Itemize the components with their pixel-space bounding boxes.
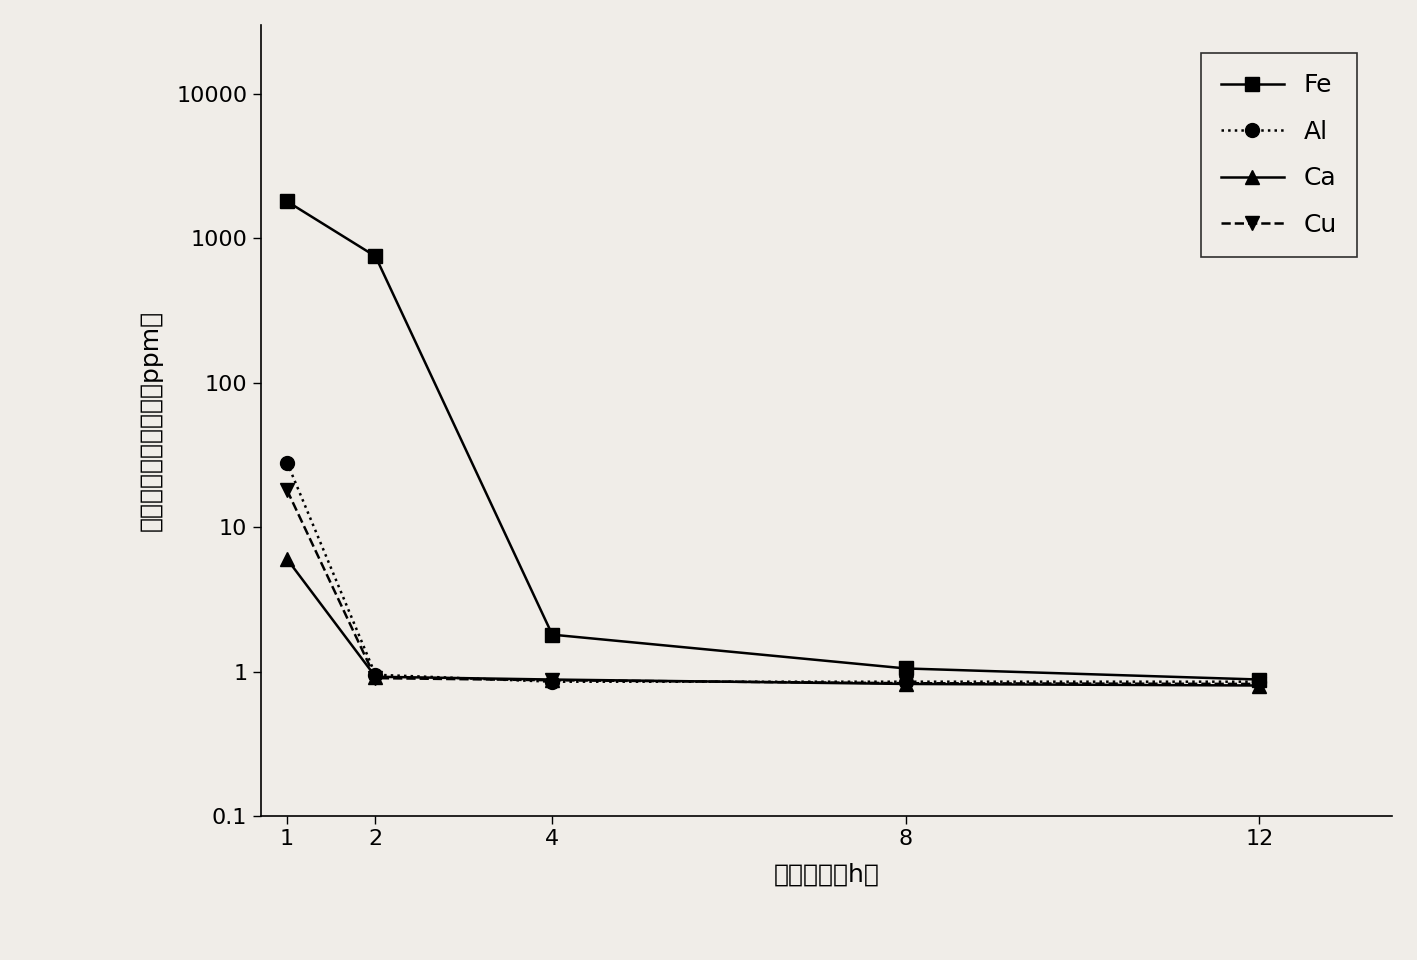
Legend: Fe, Al, Ca, Cu: Fe, Al, Ca, Cu xyxy=(1202,54,1357,257)
Fe xyxy=(367,251,384,262)
Cu xyxy=(279,485,296,496)
Al xyxy=(367,669,384,681)
Line: Al: Al xyxy=(281,456,1267,688)
Line: Fe: Fe xyxy=(281,195,1267,686)
Line: Cu: Cu xyxy=(281,483,1267,691)
Al xyxy=(279,457,296,468)
Ca xyxy=(1251,680,1268,691)
Y-axis label: 砥中杂质元素的含量（ppm）: 砥中杂质元素的含量（ppm） xyxy=(139,310,163,531)
Cu xyxy=(897,678,914,689)
Line: Ca: Ca xyxy=(281,552,1267,692)
Ca xyxy=(897,678,914,689)
Ca xyxy=(279,553,296,564)
Cu xyxy=(367,672,384,684)
Al xyxy=(544,676,561,687)
Fe xyxy=(544,629,561,640)
Cu xyxy=(544,675,561,686)
Fe xyxy=(279,196,296,207)
Al xyxy=(897,676,914,687)
Al xyxy=(1251,676,1268,687)
Fe xyxy=(897,662,914,674)
Ca xyxy=(544,674,561,685)
X-axis label: 反应时间（h）: 反应时间（h） xyxy=(774,863,879,887)
Fe xyxy=(1251,674,1268,685)
Ca xyxy=(367,671,384,683)
Cu xyxy=(1251,678,1268,689)
